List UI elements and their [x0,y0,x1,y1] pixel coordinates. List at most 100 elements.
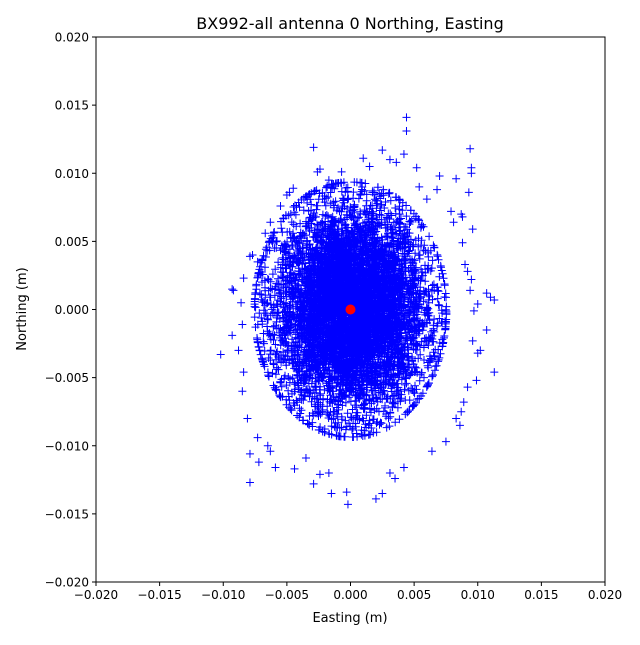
data-point [490,295,499,304]
data-point [402,127,411,136]
data-point [391,474,400,483]
data-point [459,398,468,407]
data-point [263,441,272,450]
x-tick-label: −0.010 [201,588,245,602]
y-tick-label: 0.020 [55,31,89,45]
data-point [327,489,336,498]
data-point [324,176,333,185]
x-tick-label: 0.020 [588,588,622,602]
data-point [490,368,499,377]
data-point [228,285,237,294]
data-point [447,207,456,216]
data-point [371,494,380,503]
data-point [399,463,408,472]
data-point [261,229,270,238]
data-point [378,146,387,155]
data-point [254,458,263,467]
data-point [276,201,285,210]
data-point [452,174,461,183]
data-point [342,488,351,497]
data-point [238,387,247,396]
data-point [452,414,461,423]
data-point [359,154,368,163]
data-point [463,267,472,276]
data-point [468,225,477,234]
data-point [337,167,346,176]
dense-point-cloud [250,178,451,441]
data-point [253,257,262,266]
data-point [290,464,299,473]
y-tick-label: −0.005 [45,371,89,385]
data-point [482,325,491,334]
y-tick-label: −0.010 [45,439,89,453]
data-point [455,421,464,430]
data-point [458,238,467,247]
x-tick-label: 0.005 [397,588,431,602]
data-point [422,195,431,204]
data-point [467,275,476,284]
data-point [239,368,248,377]
x-tick-label: −0.005 [265,588,309,602]
data-point [266,447,275,456]
data-point [461,260,470,269]
y-axis: −0.020 −0.015 −0.010 −0.005 0.000 0.005 0.010 0… [45,31,96,590]
data-point [248,251,257,259]
data-point [482,289,491,298]
data-point [315,165,324,174]
y-tick-label: −0.020 [45,576,89,590]
data-point [433,185,442,194]
data-point [415,182,424,191]
data-point [469,306,478,315]
data-point [285,188,294,197]
points-layer [216,113,499,509]
data-point [435,171,444,180]
x-axis-label: Easting (m) [312,611,387,626]
data-point [385,155,394,164]
center-layer [345,304,356,315]
y-tick-label: 0.015 [55,99,89,113]
data-point [238,320,247,329]
data-point [467,169,476,178]
data-point [229,286,238,295]
data-point [343,500,352,509]
data-point [289,184,298,193]
data-point [468,336,477,345]
data-point [476,346,485,355]
data-point [464,188,473,197]
data-point [271,463,280,472]
data-point [399,150,408,159]
data-point [466,144,475,153]
y-axis-label: Northing (m) [15,267,30,350]
center-point [345,304,356,315]
data-point [309,143,318,152]
data-point [402,113,411,122]
data-point [365,162,374,171]
chart-title: BX992-all antenna 0 Northing, Easting [196,14,503,33]
y-tick-label: 0.005 [55,235,89,249]
y-tick-label: 0.000 [55,303,89,317]
data-point [245,478,254,487]
data-point [324,469,333,477]
data-point [457,407,466,416]
x-tick-label: 0.000 [333,588,367,602]
data-point [315,470,324,479]
data-point [385,469,394,477]
data-point [449,218,458,227]
data-point [473,300,482,309]
data-point [309,479,318,488]
x-axis: −0.020 −0.015 −0.010 −0.005 0.000 0.005 0.010 0… [74,582,622,602]
data-point [253,433,262,442]
data-point [392,158,401,167]
y-tick-label: 0.010 [55,167,89,181]
data-point [378,489,387,498]
data-point [458,212,467,221]
x-tick-label: 0.010 [461,588,495,602]
data-point [237,298,246,307]
data-point [427,447,436,456]
y-tick-label: −0.015 [45,507,89,521]
data-point [245,449,254,458]
data-point [266,218,275,227]
x-tick-label: −0.015 [137,588,181,602]
data-point [301,454,310,463]
